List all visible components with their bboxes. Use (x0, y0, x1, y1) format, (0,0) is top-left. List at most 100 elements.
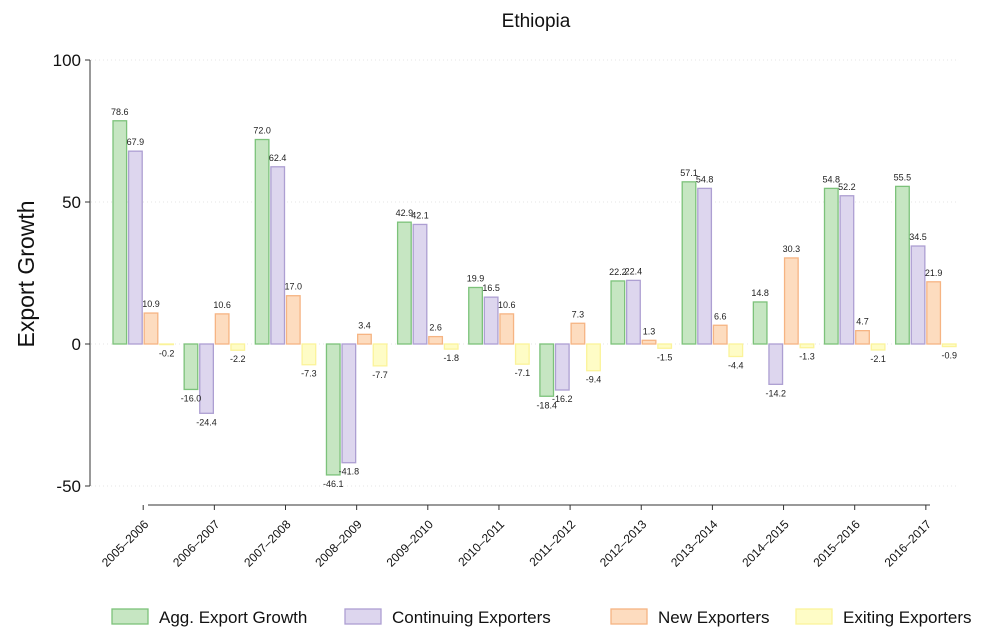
bar-2 (712, 324, 728, 345)
bar-1 (626, 279, 641, 345)
legend-item: New Exporters (610, 608, 769, 627)
bar-0 (752, 301, 768, 345)
bar-3 (870, 343, 886, 351)
data-label: 22.4 (625, 266, 643, 276)
bar-1 (270, 166, 286, 345)
bar-1 (412, 223, 428, 345)
x-tick-label: 2016–2017 (882, 517, 935, 570)
y-tick-label: 50 (62, 193, 81, 212)
legend-swatch (111, 608, 149, 625)
data-label: 10.6 (498, 300, 516, 310)
data-label: 21.9 (925, 268, 943, 278)
bar-0 (183, 343, 199, 391)
x-tick-label: 2012–2013 (597, 517, 650, 570)
bar-2 (570, 322, 586, 345)
legend-item: Exiting Exporters (795, 608, 972, 627)
data-label: 57.1 (680, 168, 698, 178)
x-tick-label: 2008–2009 (312, 517, 365, 570)
data-label: 14.8 (751, 288, 769, 298)
x-tick-label: 2007–2008 (241, 517, 294, 570)
bar-0 (610, 280, 626, 345)
x-tick-label: 2005–2006 (99, 517, 152, 570)
x-tick-label: 2006–2007 (170, 517, 223, 570)
data-label: -7.3 (301, 369, 317, 379)
data-label: 1.3 (643, 326, 656, 336)
bar-1 (127, 150, 143, 345)
data-label: 42.1 (411, 210, 429, 220)
legend-label: New Exporters (658, 608, 769, 627)
data-label: 19.9 (467, 273, 485, 283)
bar-2 (499, 313, 515, 345)
data-label: -2.2 (230, 354, 246, 364)
data-label: 52.2 (838, 182, 856, 192)
bar-1 (483, 296, 499, 345)
bar-3 (657, 343, 673, 349)
bars (112, 120, 957, 476)
x-tick-label: 2011–2012 (526, 517, 578, 569)
bar-2 (214, 313, 230, 345)
data-label: -16.0 (181, 393, 202, 403)
data-label: 3.4 (358, 320, 371, 330)
legend-item: Agg. Export Growth (111, 608, 307, 627)
data-label: 54.8 (696, 174, 714, 184)
data-label: 54.8 (823, 174, 841, 184)
bar-3 (728, 343, 744, 358)
bar-3 (159, 343, 175, 346)
data-label: 16.5 (482, 283, 500, 293)
data-label: -1.3 (799, 352, 815, 362)
bar-1 (839, 195, 855, 345)
bar-0 (468, 286, 484, 345)
legend-swatch (795, 608, 833, 625)
data-label: 2.6 (429, 323, 442, 333)
data-label: -14.2 (765, 388, 786, 398)
bar-2 (783, 257, 799, 345)
data-label: 42.9 (396, 208, 414, 218)
data-label: 72.0 (253, 126, 271, 136)
data-labels: 78.6 67.9 10.9 -0.2 -16.0 -24.4 10.6 -2.2 72.0 62… (111, 107, 957, 489)
data-label: -7.1 (515, 368, 531, 378)
legend-item: Continuing Exporters (344, 608, 551, 627)
data-label: 10.9 (142, 299, 160, 309)
bar-0 (254, 138, 270, 345)
chart-title: Ethiopia (502, 11, 571, 32)
bar-1 (910, 245, 926, 345)
legend-swatch (344, 608, 382, 625)
bar-1 (697, 187, 713, 345)
data-label: 30.3 (783, 244, 801, 254)
data-label: 34.5 (909, 232, 927, 242)
data-label: 7.3 (572, 309, 585, 319)
x-tick-label: 2014–2015 (739, 517, 792, 570)
bar-1 (199, 343, 215, 414)
data-label: -24.4 (196, 417, 217, 427)
legend-label: Continuing Exporters (392, 608, 551, 627)
y-axis-label: Export Growth (13, 201, 39, 348)
x-tick-label: 2013–2014 (668, 517, 721, 570)
bar-3 (514, 343, 530, 365)
bar-3 (443, 343, 459, 350)
data-label: -16.2 (552, 394, 573, 404)
legend-label: Agg. Export Growth (159, 608, 307, 627)
data-label: -46.1 (323, 479, 344, 489)
data-label: -41.8 (339, 467, 360, 477)
y-tick-label: -50 (56, 477, 81, 496)
y-tick-label: 100 (53, 51, 81, 70)
y-axis: -50 0 50 100 (53, 51, 91, 496)
bar-1 (341, 343, 357, 464)
bar-0 (112, 120, 128, 345)
bar-2 (926, 281, 942, 345)
data-label: 55.5 (894, 172, 912, 182)
bar-2 (641, 339, 657, 345)
x-tick-label: 2010–2011 (455, 517, 507, 569)
data-label: 78.6 (111, 107, 129, 117)
data-label: 6.6 (714, 311, 727, 321)
data-label: -9.4 (586, 375, 602, 385)
data-label: 4.7 (856, 317, 869, 327)
data-label: 22.2 (609, 267, 627, 277)
x-tick-label: 2015–2016 (810, 517, 863, 570)
bar-1 (768, 343, 784, 385)
bar-2 (855, 330, 870, 345)
data-label: 67.9 (127, 137, 145, 147)
data-label: -7.7 (372, 370, 388, 380)
bar-0 (325, 343, 341, 476)
